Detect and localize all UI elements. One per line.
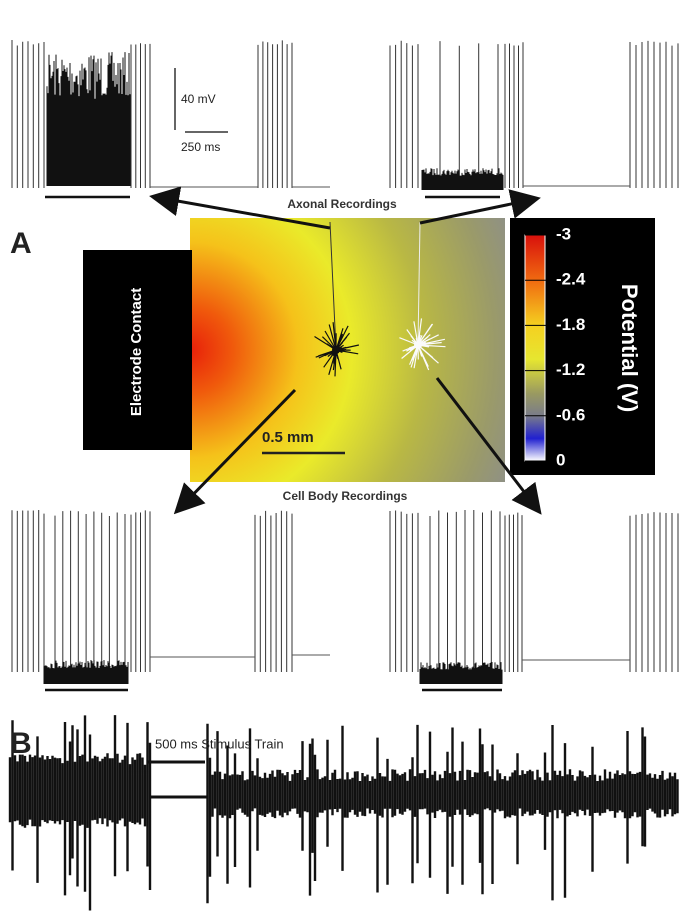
electrode [83, 250, 192, 450]
arrow [173, 388, 297, 515]
colorbar-label: Potential (V) [617, 284, 642, 412]
colorbar-tick-label: -0.6 [556, 405, 585, 424]
electrode-label: Electrode Contact [128, 288, 145, 416]
stimulus-artifact [46, 52, 131, 186]
colorbar-tick-label: -1.2 [556, 360, 585, 379]
spike-train [130, 510, 151, 672]
axonal-title: Axonal Recordings [287, 197, 397, 211]
spike-train [504, 42, 524, 188]
spike-train [629, 40, 679, 188]
arrow [149, 186, 331, 230]
extracellular-trace [8, 715, 679, 911]
spike-train [389, 40, 419, 188]
panel-label: A [10, 227, 32, 260]
spike-train [11, 510, 45, 672]
voltage-scale: 40 mV [181, 92, 216, 106]
colorbar-tick-label: 0 [556, 450, 565, 469]
spike-train [54, 510, 126, 672]
length-scale: 0.5 mm [262, 429, 314, 446]
spike-train [629, 512, 679, 672]
spike-train [254, 510, 293, 672]
axon [417, 221, 421, 346]
panel-label: B [10, 727, 32, 760]
soma [332, 346, 340, 354]
arrow [435, 377, 542, 515]
stimulus-artifact [43, 660, 129, 684]
soma [414, 341, 422, 349]
colorbar-tick-label: -2.4 [556, 270, 586, 289]
neurons [314, 221, 446, 377]
stimulus-artifact [419, 662, 503, 684]
colorbar-ticks: -3 -2.4 -1.8 -1.2 -0.6 0 [525, 224, 586, 469]
spike-train [504, 512, 523, 672]
spike-train [11, 40, 45, 188]
spike-train [429, 510, 501, 672]
colorbar-tick-label: -3 [556, 224, 571, 243]
colorbar [524, 234, 546, 462]
axon [329, 221, 337, 351]
stimulus-artifact [421, 168, 504, 190]
spike-train [439, 41, 499, 188]
arrow [419, 189, 541, 225]
recording-traces [8, 40, 679, 911]
spike-train [130, 43, 151, 188]
spike-train [257, 40, 293, 188]
spike-train [389, 510, 419, 672]
cell-body-title: Cell Body Recordings [283, 489, 408, 503]
colorbar-tick-label: -1.8 [556, 315, 585, 334]
time-scale: 250 ms [181, 140, 220, 154]
stimulus-label: 500 ms Stimulus Train [155, 736, 284, 751]
